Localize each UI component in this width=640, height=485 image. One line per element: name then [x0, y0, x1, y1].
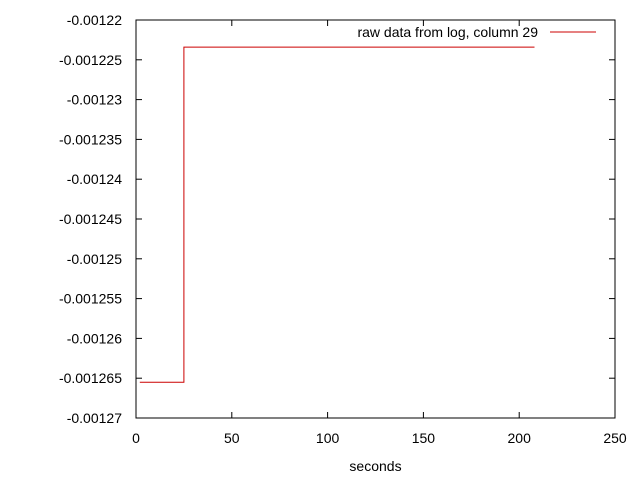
y-tick-label: -0.00127 — [67, 410, 122, 426]
y-tick-label: -0.001245 — [59, 211, 122, 227]
y-tick-label: -0.00123 — [67, 92, 122, 108]
y-tick-label: -0.00126 — [67, 330, 122, 346]
x-tick-labels: 0 50 100 150 200 250 — [132, 430, 627, 446]
x-tick-label: 0 — [132, 430, 140, 446]
x-tick-label: 100 — [316, 430, 340, 446]
y-tick-labels: -0.00122 -0.001225 -0.00123 -0.001235 -0.001… — [59, 12, 122, 426]
x-tick-label: 50 — [224, 430, 240, 446]
y-tick-label: -0.00124 — [67, 171, 122, 187]
y-tick-label: -0.001265 — [59, 370, 122, 386]
y-tick-label: -0.00125 — [67, 251, 122, 267]
x-tick-label: 150 — [412, 430, 436, 446]
y-tick-label: -0.001255 — [59, 291, 122, 307]
tick-marks-layer — [135, 19, 616, 419]
y-tick-label: -0.00122 — [67, 12, 122, 28]
legend: raw data from log, column 29 — [357, 24, 596, 40]
series-layer — [139, 46, 535, 383]
x-tick-label: 250 — [603, 430, 627, 446]
y-tick-label: -0.001235 — [59, 131, 122, 147]
legend-label: raw data from log, column 29 — [357, 24, 538, 40]
series-line — [139, 46, 535, 383]
plot-frame — [135, 19, 616, 419]
x-tick-label: 200 — [508, 430, 532, 446]
x-axis-label: seconds — [349, 458, 401, 474]
y-tick-label: -0.001225 — [59, 52, 122, 68]
